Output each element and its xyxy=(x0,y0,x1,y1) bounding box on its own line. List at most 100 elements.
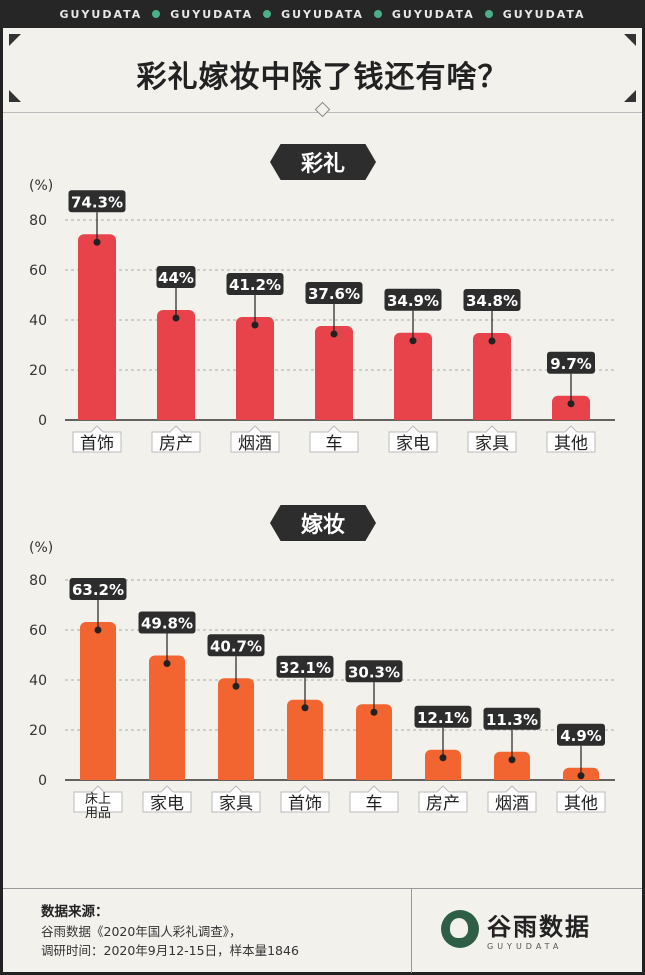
value-label-bg xyxy=(557,723,605,746)
y-tick-label: 60 xyxy=(29,263,47,279)
category-tag-bg xyxy=(418,785,468,813)
source-line-1: 谷雨数据《2020年国人彩礼调查》， xyxy=(41,924,242,939)
bar-base xyxy=(552,414,590,420)
bar-base xyxy=(494,774,530,780)
y-axis-unit-label: (%) xyxy=(29,540,53,556)
bar-base xyxy=(473,414,511,420)
dot-icon xyxy=(263,10,272,18)
category-tag-bg xyxy=(142,785,192,813)
corner-decoration xyxy=(624,34,636,46)
brand-name: 谷雨数据 xyxy=(487,913,591,941)
category-label: 家电 xyxy=(150,794,184,814)
value-label-bg xyxy=(207,634,265,657)
brand-block: 谷雨数据 GUYUDATA xyxy=(441,907,591,951)
category-tag-bg xyxy=(230,425,280,453)
topbar-text-1: GUYUDATA xyxy=(59,7,143,21)
callout-dot xyxy=(488,337,496,345)
callout-dot xyxy=(251,321,259,329)
dot-icon xyxy=(373,10,382,18)
topbar-text-3: GUYUDATA xyxy=(281,7,364,21)
charts-canvas: (%) 0 20 40 60 80 74.3% 首饰 44% 房产 41.2% 烟酒 37.6% 车 34.… xyxy=(29,178,615,821)
y-tick-label: 40 xyxy=(29,673,47,689)
callout-dot xyxy=(567,400,575,408)
category-label: 家具 xyxy=(475,434,509,454)
corner-decoration xyxy=(624,90,636,102)
callout-dot xyxy=(508,756,516,764)
category-label: 其他 xyxy=(554,434,588,454)
value-label: 34.9% xyxy=(387,292,439,310)
footer: 数据来源： 谷雨数据《2020年国人彩礼调查》， 调研时间：2020年9月12-… xyxy=(3,888,642,973)
bar-base xyxy=(425,774,461,780)
corner-decoration xyxy=(9,90,21,102)
bar xyxy=(473,333,511,420)
category-tag-bg xyxy=(72,425,122,453)
callout-dot xyxy=(577,772,585,780)
bar-base xyxy=(236,414,274,420)
bar xyxy=(157,310,195,420)
callout-dot xyxy=(93,238,101,246)
bar xyxy=(425,749,461,780)
category-tag-bg xyxy=(280,785,330,813)
dot-icon xyxy=(152,10,161,18)
y-tick-label: 40 xyxy=(29,313,47,329)
callout-dot xyxy=(172,314,180,322)
source-line-2: 调研时间：2020年9月12-15日，样本量1846 xyxy=(41,943,299,958)
category-tag-bg xyxy=(388,425,438,453)
callout-dot xyxy=(301,704,309,712)
value-label: 41.2% xyxy=(229,276,281,294)
value-label: 4.9% xyxy=(560,727,602,745)
category-label: 车 xyxy=(326,434,343,454)
category-label: 车 xyxy=(366,794,383,814)
corner-decoration xyxy=(9,34,21,46)
value-label: 32.1% xyxy=(279,659,331,677)
y-tick-label: 60 xyxy=(29,623,47,639)
topbar-text-2: GUYUDATA xyxy=(170,7,254,21)
value-label: 9.7% xyxy=(550,355,592,373)
value-label-bg xyxy=(483,707,541,730)
callout-dot xyxy=(232,682,240,690)
bar-base xyxy=(80,774,116,780)
y-tick-label: 80 xyxy=(29,573,47,589)
bar-base xyxy=(78,414,116,420)
callout-dot xyxy=(409,337,417,345)
section-title-jiazhuang: 嫁妆 xyxy=(270,505,376,541)
page-title: 彩礼嫁妆中除了钱还有啥？ xyxy=(136,60,509,95)
value-label-bg xyxy=(345,660,403,683)
bar-base xyxy=(149,774,185,780)
y-tick-label: 20 xyxy=(29,363,47,379)
value-label-bg xyxy=(156,266,196,288)
value-label-bg xyxy=(138,611,196,634)
bird-logo-icon xyxy=(441,910,479,948)
callout-dot xyxy=(163,660,171,667)
topbar-text-4: GUYUDATA xyxy=(391,7,475,21)
infographic-card: 彩礼嫁妆中除了钱还有啥？ 彩礼 嫁妆 (%) 0 20 40 60 80 74.3% 首饰 44… xyxy=(3,28,642,973)
category-label: 家电 xyxy=(396,434,430,454)
source-block: 数据来源： 谷雨数据《2020年国人彩礼调查》， 调研时间：2020年9月12-… xyxy=(41,903,299,960)
brand-name-en: GUYUDATA xyxy=(487,942,563,951)
bar xyxy=(149,655,185,780)
bar xyxy=(356,704,392,780)
bar-base xyxy=(287,774,323,780)
bar xyxy=(80,622,116,780)
category-tag-bg xyxy=(546,425,596,453)
callout-dot xyxy=(94,626,102,634)
footer-divider xyxy=(411,889,412,973)
category-label: 床上 xyxy=(85,792,111,807)
bar xyxy=(78,234,116,420)
value-label: 37.6% xyxy=(308,285,360,303)
bar-base xyxy=(315,414,353,420)
category-tag-bg xyxy=(151,425,201,453)
callout-dot xyxy=(330,330,338,338)
category-label: 烟酒 xyxy=(495,794,529,814)
category-label: 其他 xyxy=(564,794,598,814)
category-tag-bg xyxy=(349,785,399,813)
category-tag-bg xyxy=(467,425,517,453)
category-tag-bg xyxy=(487,785,537,813)
bar xyxy=(394,332,432,420)
y-tick-label: 20 xyxy=(29,723,47,739)
value-label-bg xyxy=(463,289,521,311)
y-tick-label: 0 xyxy=(38,773,47,789)
topbar-text-5: GUYUDATA xyxy=(502,7,586,21)
value-label-bg xyxy=(69,578,127,600)
bar xyxy=(287,699,323,780)
